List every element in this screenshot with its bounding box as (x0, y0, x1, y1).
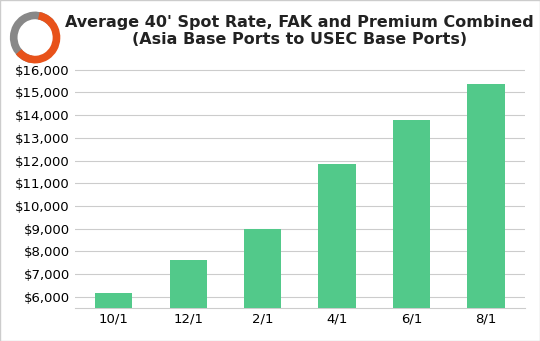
Bar (393, 120, 430, 341)
Bar (95, 293, 132, 341)
Bar (467, 85, 504, 341)
Bar (170, 261, 207, 341)
Bar (319, 164, 356, 341)
Title: Average 40' Spot Rate, FAK and Premium Combined
(Asia Base Ports to USEC Base Po: Average 40' Spot Rate, FAK and Premium C… (65, 15, 534, 47)
Bar (244, 229, 281, 341)
